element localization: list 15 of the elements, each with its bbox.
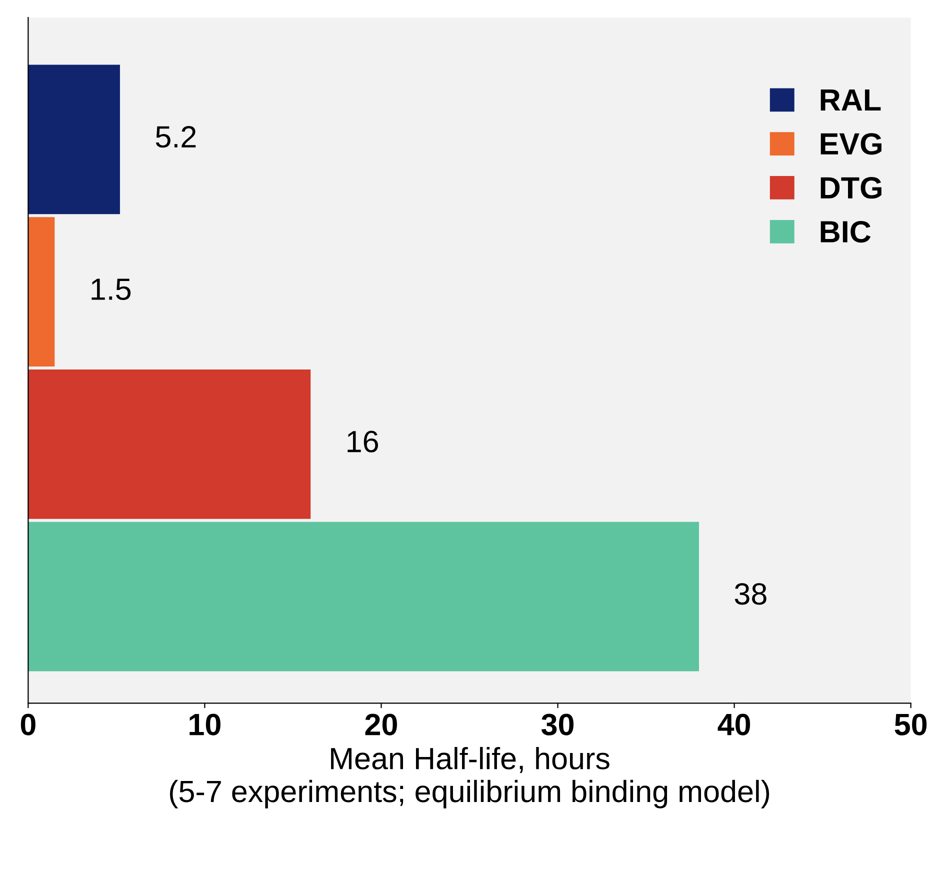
legend-label: EVG — [820, 133, 882, 155]
x-axis-title: Mean Half-life, hours (5-7 experiments; equilibrium binding model) — [170, 746, 770, 808]
x-tick-label: 40 — [718, 714, 750, 736]
legend-label: DTG — [820, 177, 882, 199]
x-tick-label: 30 — [541, 714, 574, 736]
data-label: 16 — [348, 430, 378, 452]
x-tick-label: 50 — [894, 714, 927, 736]
x-tick-label: 10 — [190, 714, 220, 736]
data-label: 1.5 — [92, 278, 131, 300]
legend-label: RAL — [820, 89, 881, 111]
data-label: 38 — [734, 583, 766, 605]
legend-label: BIC — [820, 220, 871, 243]
x-tick-label: 20 — [365, 714, 397, 736]
data-label: 5.2 — [156, 126, 196, 148]
x-tick-label: 0 — [20, 714, 36, 736]
